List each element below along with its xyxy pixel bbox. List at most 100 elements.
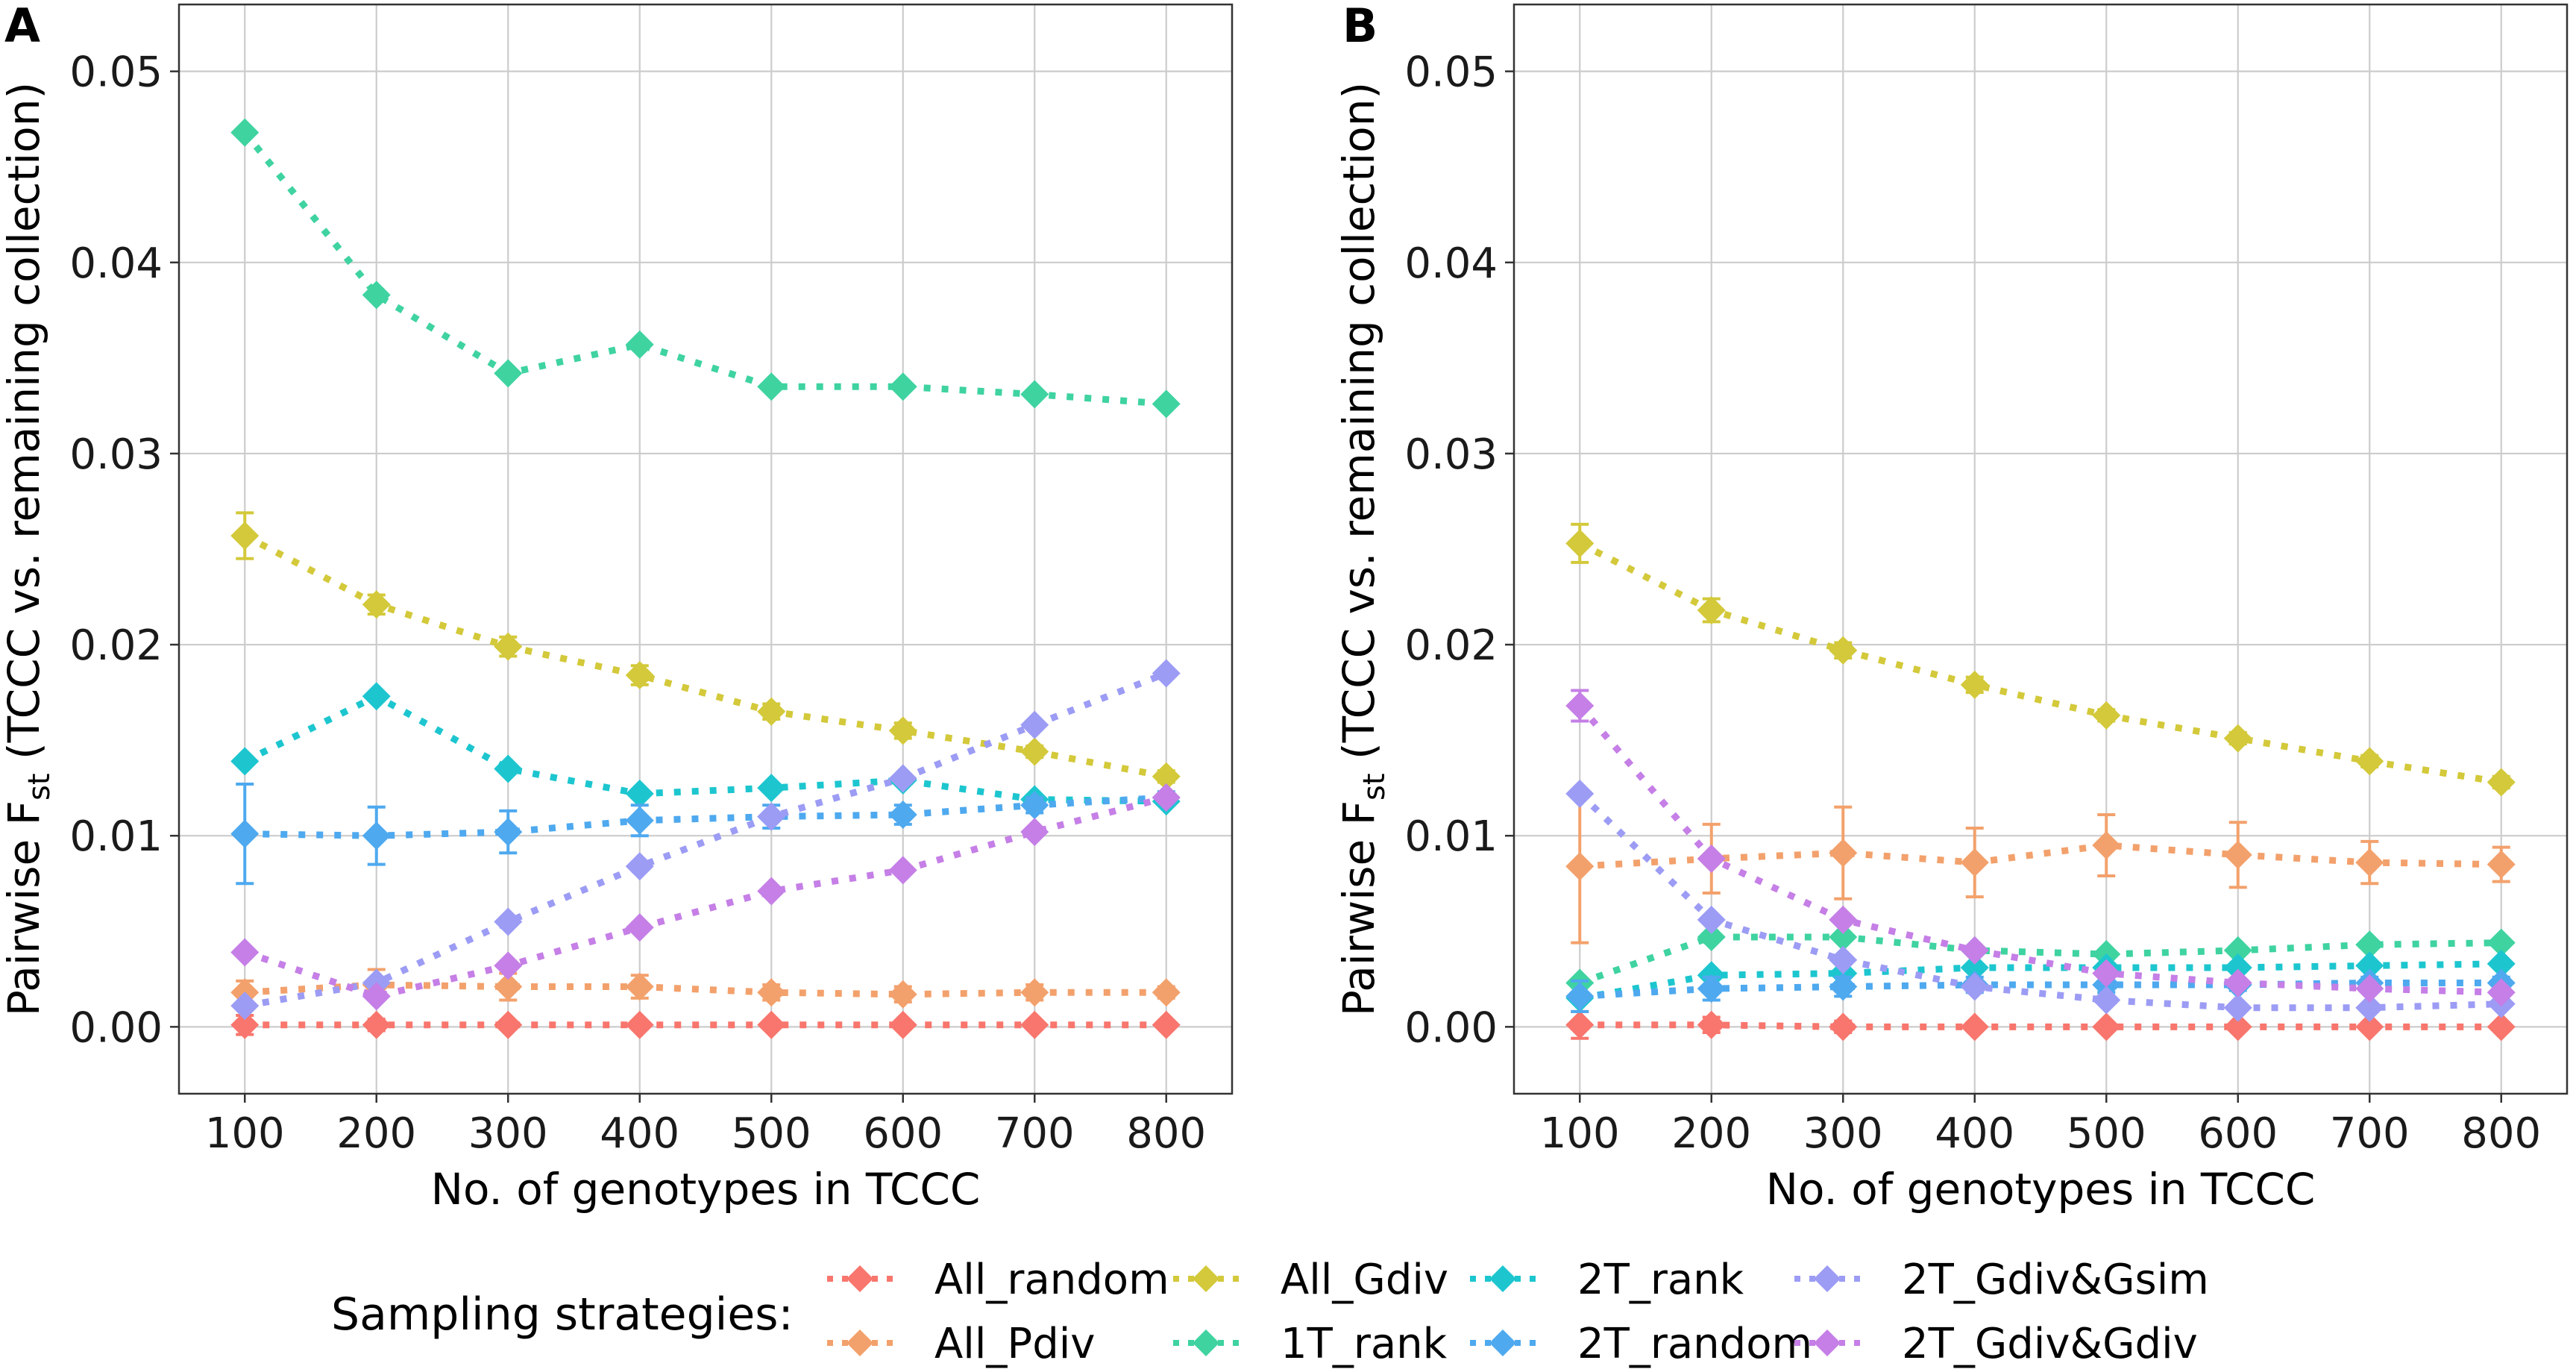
series-1t-rank <box>230 118 1181 419</box>
data-point <box>1020 818 1049 847</box>
data-point <box>1960 1012 1989 1041</box>
data-point <box>230 938 260 967</box>
series-group <box>230 118 1181 1039</box>
data-point <box>1020 1010 1049 1039</box>
data-point <box>1829 839 1858 868</box>
data-point <box>2355 951 2384 980</box>
data-point <box>625 779 654 808</box>
y-tick-label: 0.03 <box>69 430 163 479</box>
data-point <box>2355 974 2384 1003</box>
data-point <box>1565 779 1595 808</box>
data-point <box>2223 968 2252 997</box>
y-tick-label: 0.05 <box>1404 48 1498 97</box>
data-point <box>1960 670 1989 699</box>
data-point <box>757 372 786 401</box>
x-tick-label: 500 <box>2067 1109 2146 1158</box>
data-point <box>757 774 786 803</box>
series-all-pdiv <box>1565 788 2516 945</box>
series-2t-gdiv-gsim <box>1565 779 2516 1022</box>
data-point <box>2355 747 2384 776</box>
legend-marker <box>1814 1329 1841 1356</box>
panel-label: B <box>1342 0 1377 53</box>
x-tick-label: 600 <box>863 1109 943 1158</box>
data-point <box>1020 737 1049 766</box>
data-point <box>2092 959 2121 988</box>
legend-marker <box>846 1265 873 1292</box>
data-point <box>362 982 391 1011</box>
series-2t-gdiv-gdiv <box>1565 689 2516 1007</box>
data-point <box>2092 986 2121 1015</box>
series-line <box>243 692 1166 805</box>
data-point <box>2355 1012 2384 1041</box>
legend-item-all-gdiv: All_Gdiv <box>1173 1256 1448 1304</box>
data-point <box>1960 972 1989 1001</box>
data-point <box>230 819 260 848</box>
series-2t-gdiv-gsim <box>230 659 1181 1021</box>
legend: Sampling strategies: All_random All_Pdiv Al… <box>331 1256 2209 1368</box>
legend-label: All_Gdiv <box>1281 1256 1448 1304</box>
y-tick-label: 0.00 <box>1404 1003 1498 1052</box>
data-point <box>2355 993 2384 1022</box>
x-tick-label: 100 <box>1540 1109 1620 1158</box>
legend-marker <box>1489 1329 1516 1356</box>
data-point <box>494 754 523 783</box>
data-point <box>757 978 786 1007</box>
x-tick-label: 200 <box>1671 1109 1751 1158</box>
series-2t-gdiv-gdiv <box>230 783 1181 1011</box>
data-point <box>1152 762 1181 791</box>
legend-label: All_random <box>934 1256 1169 1304</box>
legend-label: All_Pdiv <box>934 1320 1095 1368</box>
data-point <box>2487 978 2516 1007</box>
data-point <box>1829 636 1858 665</box>
data-point <box>494 1010 523 1039</box>
data-point <box>2223 1012 2252 1041</box>
y-tick-label: 0.04 <box>1404 239 1498 288</box>
data-point <box>625 972 654 1001</box>
data-point <box>2092 701 2121 730</box>
y-tick-label: 0.04 <box>69 239 163 288</box>
data-point <box>230 521 260 551</box>
x-tick-label: 700 <box>2330 1109 2410 1158</box>
data-point <box>625 852 654 881</box>
legend-item-2t-gdiv-gsim: 2T_Gdiv&Gsim <box>1794 1256 2209 1304</box>
legend-title: Sampling strategies: <box>331 1288 794 1341</box>
legend-marker <box>1814 1265 1841 1292</box>
data-point <box>362 1010 391 1039</box>
x-tick-label: 400 <box>600 1109 679 1158</box>
data-point <box>1960 936 1989 965</box>
data-point <box>757 802 786 831</box>
data-point <box>1697 595 1726 624</box>
grid <box>179 4 1232 1094</box>
x-tick-label: 300 <box>1803 1109 1883 1158</box>
data-point <box>2092 831 2121 860</box>
data-point <box>230 1010 260 1039</box>
data-point <box>1152 1010 1181 1039</box>
data-point <box>230 118 260 147</box>
data-point <box>1152 978 1181 1007</box>
data-point <box>1697 922 1726 951</box>
data-point <box>1697 905 1726 934</box>
legend-item-all-random: All_random <box>827 1256 1169 1304</box>
data-point <box>1152 389 1181 419</box>
data-point <box>2092 1012 2121 1041</box>
series-line <box>1579 960 2501 1002</box>
data-point <box>494 359 523 388</box>
data-point <box>494 818 523 847</box>
data-point <box>625 661 654 690</box>
data-point <box>757 877 786 906</box>
data-point <box>1020 791 1049 820</box>
y-tick-label: 0.02 <box>69 621 163 670</box>
y-tick-label: 0.03 <box>1404 430 1498 479</box>
y-tick-label: 0.00 <box>69 1003 163 1052</box>
ticks: 0.00 0.01 0.02 0.03 0.04 0.05 100 200 300 400 500 6… <box>69 48 1206 1158</box>
data-point <box>494 951 523 980</box>
data-point <box>1697 1010 1726 1039</box>
series-all-random <box>230 1010 1181 1039</box>
legend-label: 2T_random <box>1577 1320 1812 1368</box>
legend-item-2t-gdiv-gdiv: 2T_Gdiv&Gdiv <box>1794 1320 2198 1368</box>
series-line <box>243 533 1167 780</box>
data-point <box>494 632 523 661</box>
series-group <box>1565 522 2516 1041</box>
x-axis-label: No. of genotypes in TCCC <box>1766 1164 2316 1215</box>
data-point <box>2487 850 2516 879</box>
